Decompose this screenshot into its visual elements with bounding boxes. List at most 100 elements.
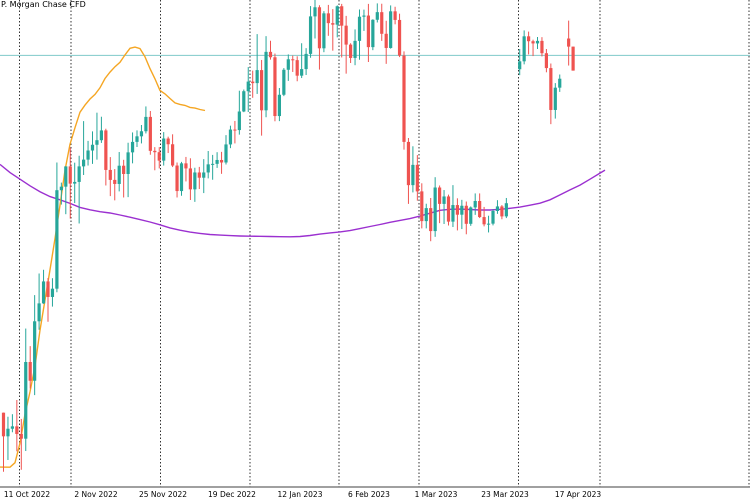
candle-body [122,165,126,174]
candle [28,346,32,389]
candle-body [482,217,486,225]
candle [308,6,313,58]
candles-layer [1,0,575,472]
candle [157,147,161,169]
candle [10,414,14,433]
candle [59,182,63,205]
candle [393,6,397,25]
candle [117,152,121,192]
candle-body [389,11,393,48]
candle [211,154,215,180]
candle [482,206,486,227]
candle [264,36,268,118]
candle [402,51,406,150]
candle-body [286,59,290,70]
candle-body [28,361,32,381]
candle [153,147,157,171]
candle-body [313,7,317,17]
candle-body [366,15,370,48]
candle-body [455,205,459,215]
candle-body [202,172,206,178]
candle-body [553,87,557,110]
candle [219,151,224,174]
candle-body [59,186,63,191]
candle [64,166,68,215]
candle [46,278,50,322]
candle-body [353,40,357,58]
candle-body [130,141,135,153]
candle [442,190,446,224]
candle-body [380,12,384,34]
candle [233,120,237,144]
candle [357,9,362,60]
candle-body [504,203,508,217]
candle-body [424,208,428,222]
candle [171,134,175,168]
candle [429,197,433,242]
candle-body [6,428,10,437]
candle [24,328,28,452]
candle-body [304,53,308,70]
candle-body [139,131,144,137]
candle [451,185,455,228]
candle-body [55,190,59,289]
candle-body [197,172,201,178]
candle-body [486,223,491,225]
candle [491,209,495,226]
candle [139,125,144,144]
candle-body [108,169,112,180]
candle [113,169,117,201]
candle-body [469,207,473,224]
candle-body [153,150,157,153]
candle [130,132,135,164]
candle-body [237,111,241,131]
candle [82,121,86,176]
candle [55,162,59,293]
candle-body [260,70,264,111]
candle-body [429,208,433,232]
candle-body [95,140,99,145]
candle [41,269,46,304]
candle [86,140,90,166]
candle-body [335,6,339,25]
candle-body [179,163,184,192]
candle-body [228,129,233,145]
candle-body [219,159,224,163]
candle-body [157,152,161,161]
candle [331,9,335,51]
candle [495,200,500,214]
candle [366,3,370,62]
candle-body [371,19,375,48]
candle [95,112,99,160]
candle [362,9,366,31]
candle-body [255,70,259,84]
candle [242,89,246,113]
x-tick-label: 17 Apr 2023 [555,490,602,499]
candle-body [571,46,575,71]
candle-body [397,19,402,56]
candle-body [540,40,544,54]
candle [424,203,428,229]
slow-moving-average-line [0,163,606,238]
x-tick-label: 1 Mar 2023 [415,490,458,499]
candle [108,157,112,197]
candle [255,34,259,94]
candle-body [362,15,366,17]
candle-body [135,136,139,142]
candle-body [411,164,415,186]
candle-body [15,426,19,434]
candle-body [41,281,46,304]
candle-body [277,94,281,117]
candle-body [567,38,571,47]
candle-body [406,141,411,186]
candle-body [193,172,197,190]
x-tick-label: 25 Nov 2022 [139,490,187,499]
candle-body [24,361,28,439]
candle [246,67,250,112]
candle [326,4,330,36]
candle-body [558,78,562,88]
candle-body [491,210,495,224]
candle-body [175,165,179,192]
x-axis-labels: 11 Oct 2022 2 Nov 2022 25 Nov 2022 19 Dec 2… [4,490,602,499]
